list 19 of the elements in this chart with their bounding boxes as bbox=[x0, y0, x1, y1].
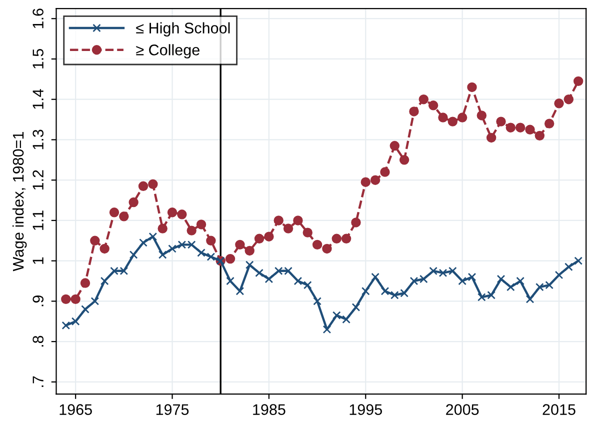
x-tick-label: 2015 bbox=[542, 404, 576, 415]
y-tick-label: 1.3 bbox=[32, 130, 44, 150]
y-tick-label: 1 bbox=[32, 257, 44, 264]
y-tick-label: 1.1 bbox=[32, 210, 44, 230]
y-tick-label: .8 bbox=[32, 336, 44, 347]
y-tick-label: .7 bbox=[32, 376, 44, 387]
y-tick-label: 1.6 bbox=[32, 8, 44, 28]
x-tick-label: 2005 bbox=[446, 404, 479, 415]
x-tick-label: 1985 bbox=[253, 404, 286, 415]
x-tick-label: 1975 bbox=[156, 404, 189, 415]
x-tick-label: 1965 bbox=[60, 404, 92, 415]
y-tick-label: 1.2 bbox=[32, 170, 44, 190]
legend-label: ≤ High School bbox=[136, 22, 230, 37]
y-axis-title: Wage index, 1980=1 bbox=[12, 132, 27, 272]
y-tick-label: .9 bbox=[32, 296, 44, 306]
legend-label: ≥ College bbox=[136, 44, 200, 58]
y-tick-label: 1.5 bbox=[32, 49, 44, 68]
y-tick-label: 1.4 bbox=[32, 89, 44, 109]
x-tick-label: 1995 bbox=[350, 404, 382, 415]
